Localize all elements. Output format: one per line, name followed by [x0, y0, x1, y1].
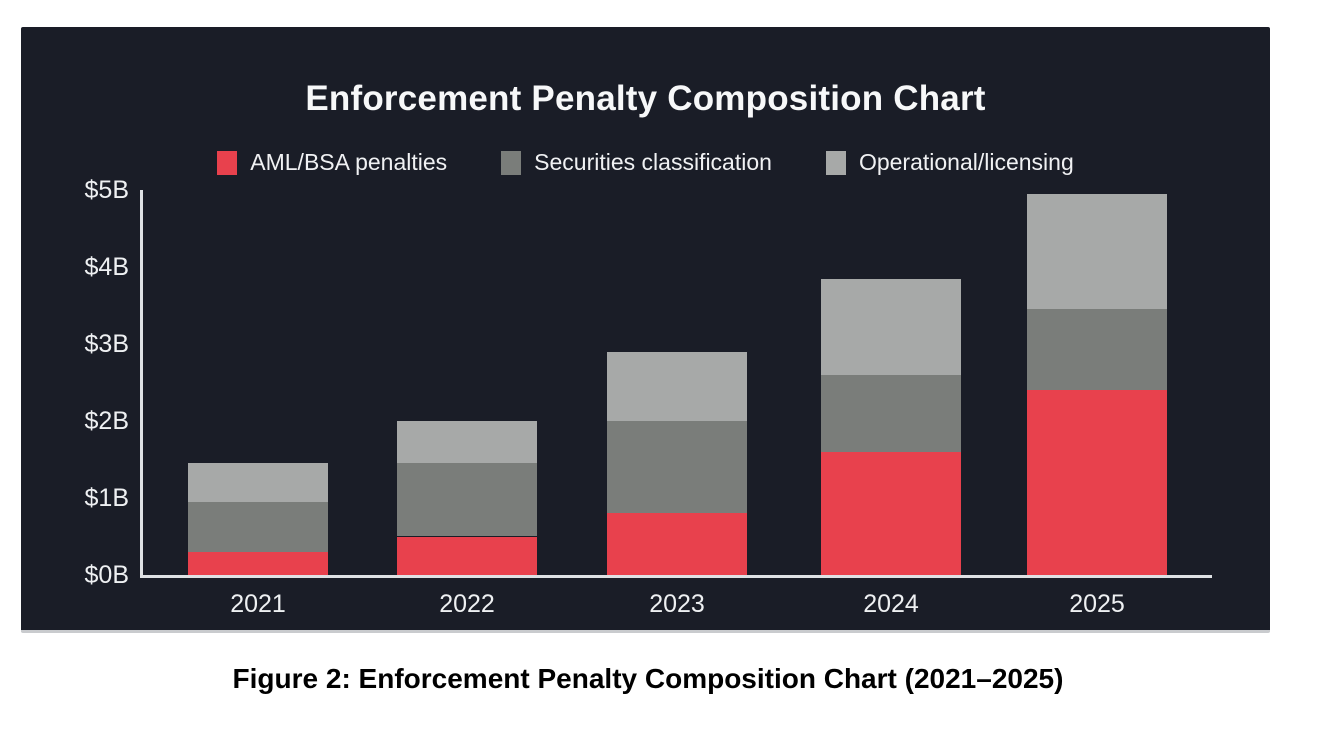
y-axis-tick-label: $2B — [84, 407, 129, 435]
legend-swatch — [217, 150, 238, 175]
bar-segment — [821, 278, 961, 375]
bar-segment — [188, 501, 328, 552]
bar-segment — [1027, 193, 1167, 310]
legend-item: Securities classification — [501, 149, 772, 176]
x-axis-category-label: 2021 — [230, 590, 286, 618]
legend-label: Securities classification — [534, 149, 772, 175]
y-axis-tick-label: $1B — [84, 484, 129, 512]
legend-swatch — [501, 150, 522, 175]
bar-segment — [397, 463, 537, 537]
bar-segment — [1027, 390, 1167, 575]
legend-item: AML/BSA penalties — [217, 149, 447, 176]
bar-segment — [607, 421, 747, 514]
x-axis-category-label: 2022 — [439, 590, 495, 618]
bar-segment — [821, 374, 961, 452]
y-axis-tick-label: $5B — [84, 176, 129, 204]
bar-segment — [397, 421, 537, 464]
legend-swatch — [825, 150, 846, 175]
x-axis-line — [140, 575, 1212, 578]
chart-panel: Enforcement Penalty Composition Chart AM… — [21, 27, 1270, 633]
figure-caption: Figure 2: Enforcement Penalty Compositio… — [232, 663, 1064, 694]
bar-segment — [607, 351, 747, 421]
bar-segment — [607, 513, 747, 575]
bar-segment — [1027, 309, 1167, 391]
x-axis-category-label: 2025 — [1069, 590, 1125, 618]
legend-item: Operational/licensing — [825, 149, 1074, 176]
bar-segment — [188, 551, 328, 575]
legend-label: AML/BSA penalties — [250, 149, 448, 175]
y-axis-line — [140, 190, 143, 578]
legend-label: Operational/licensing — [858, 149, 1074, 175]
legend: AML/BSA penalties Securities classificati… — [21, 149, 1270, 176]
chart-title: Enforcement Penalty Composition Chart — [305, 79, 986, 118]
bar-segment — [397, 536, 537, 575]
y-axis-tick-label: $0B — [84, 561, 129, 589]
bar-segment — [188, 463, 328, 502]
bar-segment — [821, 451, 961, 575]
y-axis-tick-label: $3B — [84, 330, 129, 358]
y-axis-tick-label: $4B — [84, 253, 129, 281]
x-axis-category-label: 2024 — [863, 590, 919, 618]
x-axis-category-label: 2023 — [649, 590, 705, 618]
